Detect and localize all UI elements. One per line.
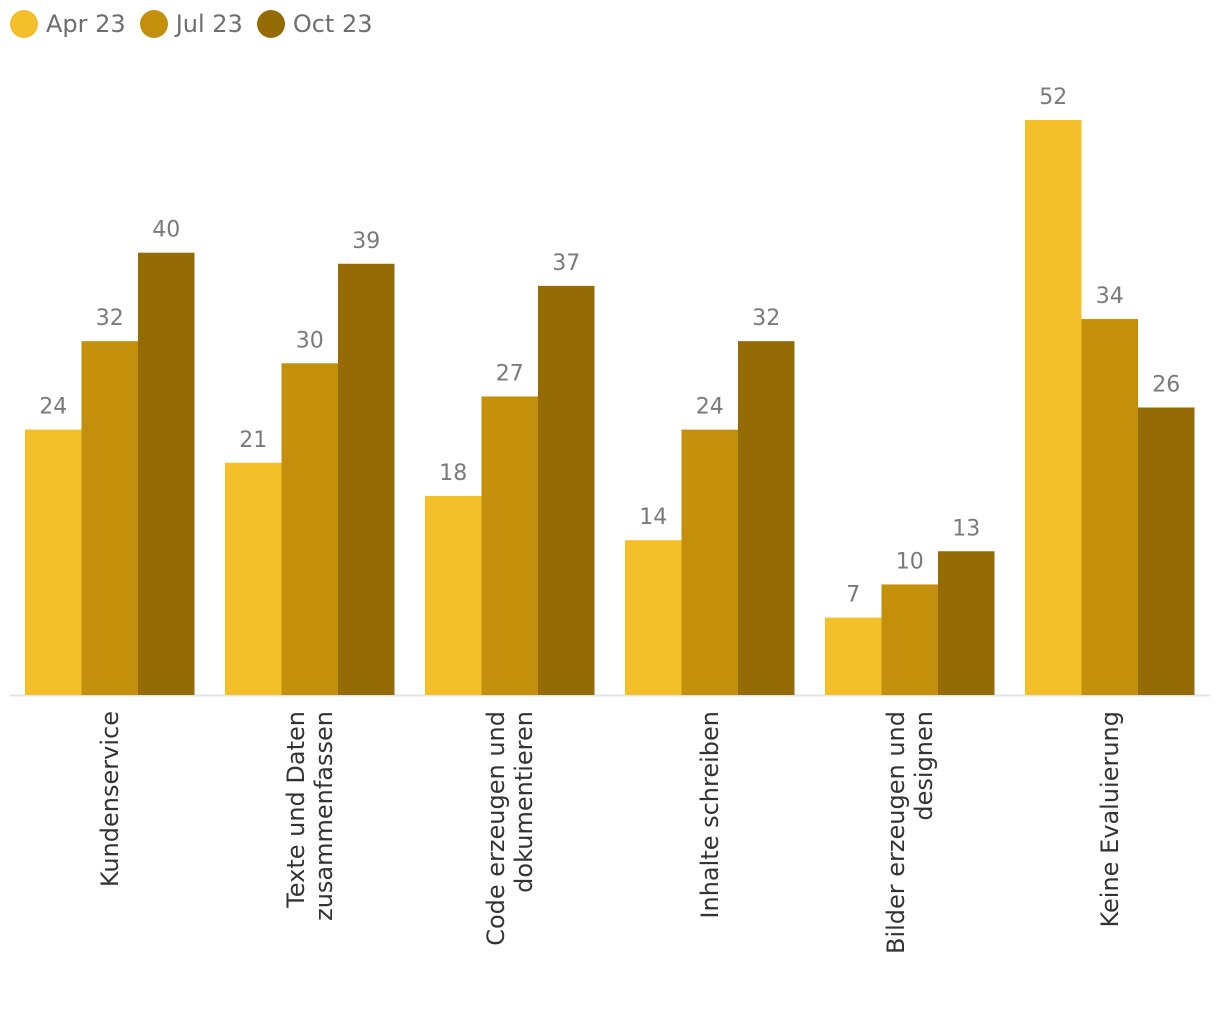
bar-apr-23-5[interactable] (1025, 120, 1082, 695)
data-label: 40 (152, 218, 180, 243)
legend-label-apr-23: Apr 23 (46, 10, 126, 38)
data-label: 30 (296, 328, 324, 353)
legend-item-jul-23[interactable]: Jul 23 (139, 10, 243, 38)
category-label-2: Code erzeugen unddokumentieren (482, 711, 538, 946)
bar-apr-23-2[interactable] (425, 495, 482, 695)
legend-swatch-apr-23 (10, 10, 38, 38)
bar-oct-23-5[interactable] (1138, 407, 1195, 696)
data-label: 37 (552, 251, 580, 276)
bar-apr-23-0[interactable] (25, 429, 82, 695)
bar-jul-23-5[interactable] (1081, 319, 1139, 695)
bar-apr-23-4[interactable] (825, 617, 882, 695)
bar-jul-23-3[interactable] (681, 429, 739, 695)
category-label-line: Texte und Daten (282, 711, 310, 909)
data-label: 13 (952, 516, 980, 541)
category-label-5: Keine Evaluierung (1096, 711, 1124, 928)
data-label: 10 (896, 549, 924, 574)
category-label-line: Keine Evaluierung (1096, 711, 1124, 928)
bar-oct-23-1[interactable] (338, 263, 395, 695)
category-label-1: Texte und Datenzusammenfassen (282, 711, 338, 921)
bar-jul-23-2[interactable] (481, 396, 539, 695)
category-label-0: Kundenservice (96, 711, 124, 887)
data-label: 24 (39, 395, 67, 420)
data-label: 34 (1096, 284, 1124, 309)
legend-item-apr-23[interactable]: Apr 23 (10, 10, 126, 38)
data-label: 32 (752, 306, 780, 331)
legend-label-oct-23: Oct 23 (292, 10, 373, 38)
data-label: 24 (696, 395, 724, 420)
category-label-line: dokumentieren (510, 711, 538, 893)
category-label-line: Kundenservice (96, 711, 124, 887)
data-label: 21 (239, 428, 267, 453)
bar-apr-23-1[interactable] (225, 462, 282, 695)
bar-apr-23-3[interactable] (625, 540, 682, 695)
bar-oct-23-3[interactable] (738, 341, 795, 695)
data-label: 52 (1039, 85, 1067, 110)
category-label-3: Inhalte schreiben (696, 711, 724, 919)
category-label-line: zusammenfassen (310, 711, 338, 921)
bar-jul-23-0[interactable] (81, 341, 139, 695)
data-label: 32 (96, 306, 124, 331)
category-label-line: Inhalte schreiben (696, 711, 724, 919)
legend-swatch-jul-23 (139, 10, 168, 38)
bar-oct-23-4[interactable] (938, 551, 995, 695)
legend: Apr 23 Jul 23 Oct 23 (10, 8, 386, 40)
category-label-4: Bilder erzeugen unddesignen (882, 711, 938, 954)
bar-oct-23-2[interactable] (538, 285, 595, 695)
legend-label-jul-23: Jul 23 (175, 10, 243, 38)
legend-swatch-oct-23 (256, 10, 285, 38)
category-label-line: Code erzeugen und (482, 711, 510, 946)
data-label: 26 (1152, 373, 1180, 398)
data-label: 14 (639, 505, 667, 530)
category-label-line: designen (910, 711, 938, 821)
legend-item-oct-23[interactable]: Oct 23 (256, 10, 373, 38)
category-label-line: Bilder erzeugen und (882, 711, 910, 954)
data-label: 39 (352, 229, 380, 254)
data-label: 27 (496, 361, 524, 386)
data-label: 7 (846, 583, 860, 608)
bar-jul-23-1[interactable] (281, 363, 339, 695)
bar-oct-23-0[interactable] (138, 252, 195, 695)
data-label: 18 (439, 461, 467, 486)
bar-jul-23-4[interactable] (881, 584, 939, 695)
